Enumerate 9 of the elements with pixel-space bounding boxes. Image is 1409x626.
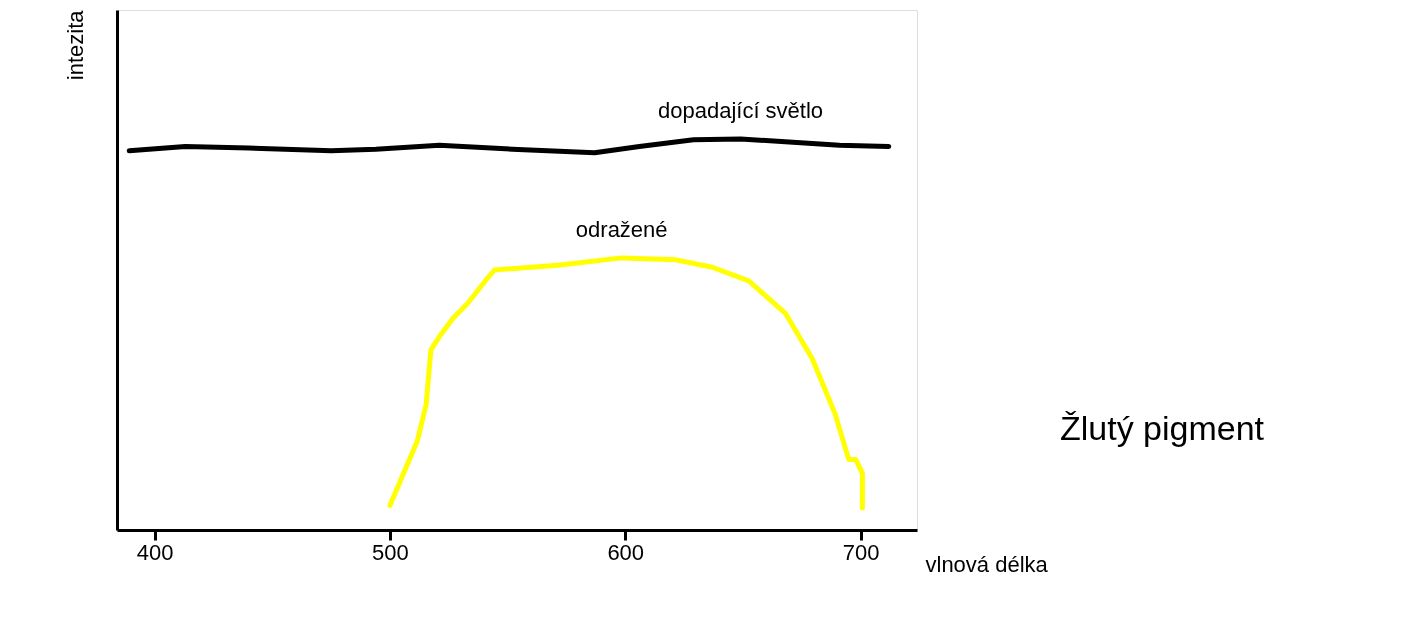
x-axis-title: vlnová délka xyxy=(925,551,1049,577)
y-axis-title: intezita xyxy=(62,9,88,81)
x-tick-label: 600 xyxy=(607,539,645,565)
series-label: dopadající světlo xyxy=(657,98,824,124)
text: Žlutý pigment xyxy=(1059,409,1265,447)
series-label: odražené xyxy=(575,216,668,242)
x-tick-label: 500 xyxy=(372,539,409,565)
x-tick-label: 400 xyxy=(136,539,174,565)
x-tick-label: 700 xyxy=(842,539,880,565)
